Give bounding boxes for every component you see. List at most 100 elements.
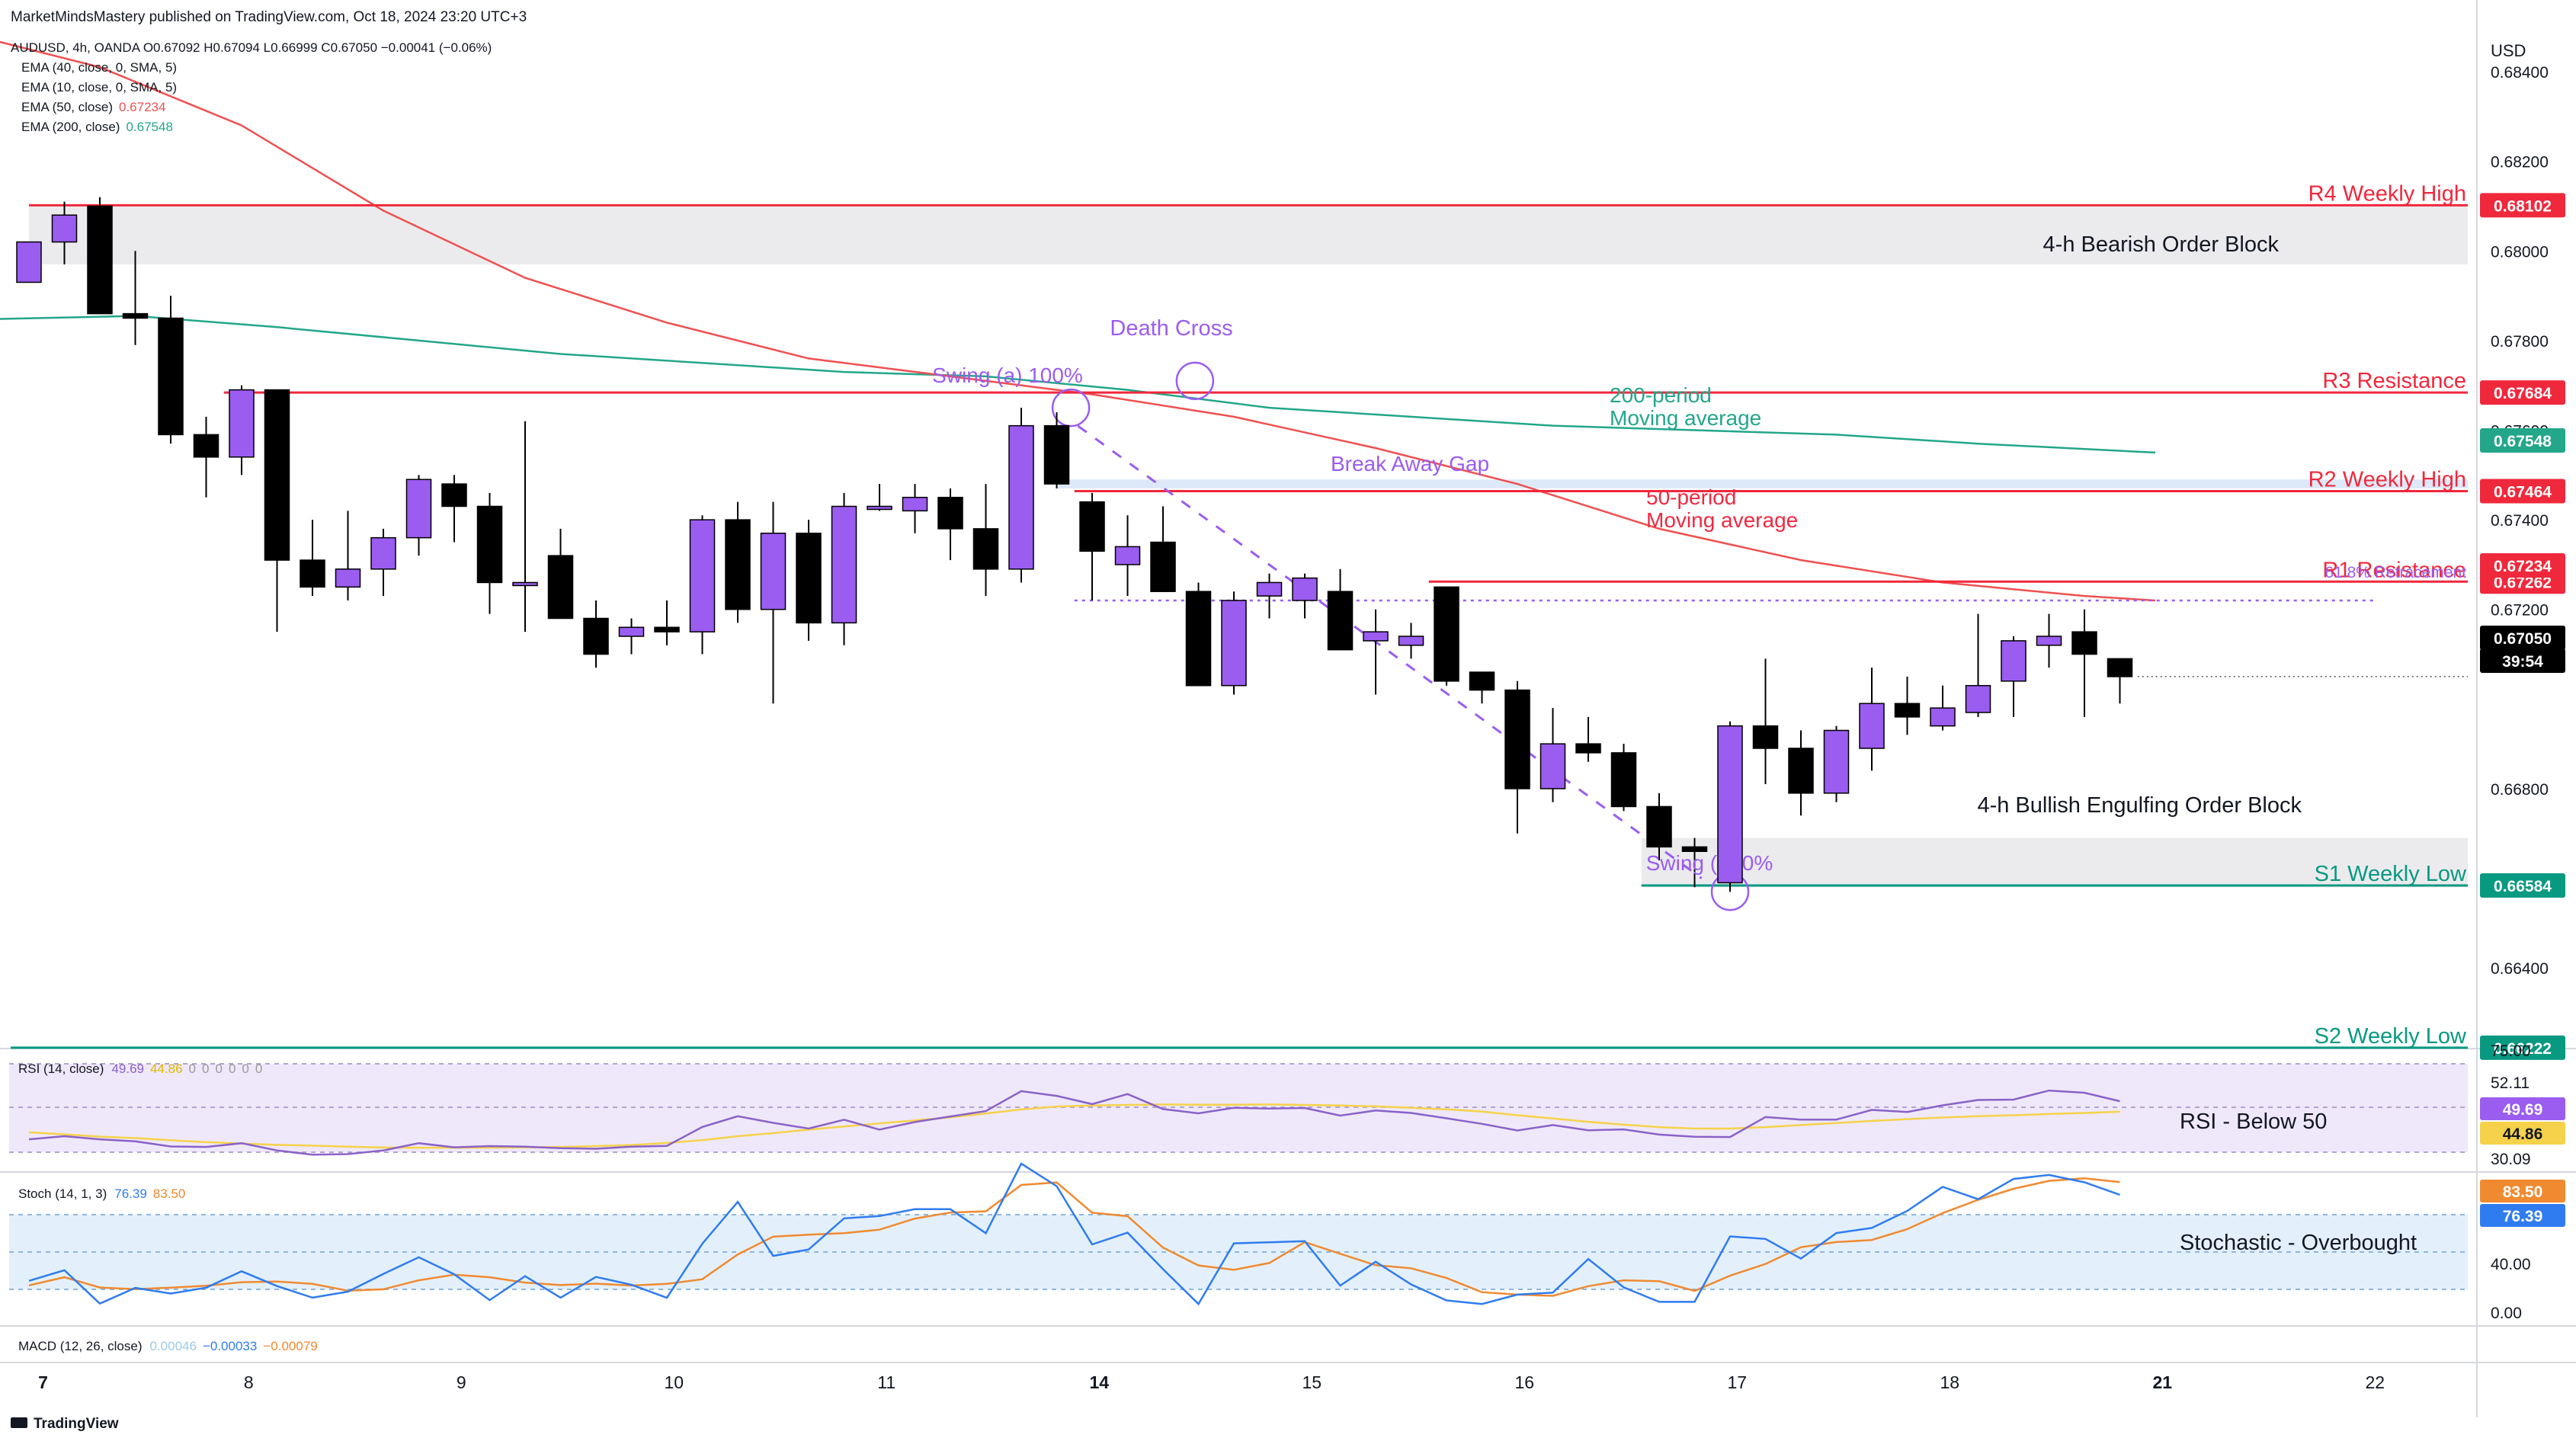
price-tick-5: 0.67400 xyxy=(2491,512,2549,530)
candle[interactable] xyxy=(1114,546,1141,565)
candle[interactable] xyxy=(1788,748,1814,794)
candle[interactable] xyxy=(867,505,892,511)
candle[interactable] xyxy=(1930,707,1956,727)
candle[interactable] xyxy=(1398,636,1424,646)
candle[interactable] xyxy=(16,241,42,283)
candle[interactable] xyxy=(1292,577,1318,601)
candle[interactable] xyxy=(1327,591,1354,651)
ema-legend-1[interactable]: EMA (40, close, 0, SMA, 5) xyxy=(21,60,177,75)
candle[interactable] xyxy=(618,626,645,637)
time-tick-3: 10 xyxy=(664,1372,684,1392)
candle[interactable] xyxy=(51,214,78,243)
candle[interactable] xyxy=(300,559,325,588)
candle[interactable] xyxy=(370,536,396,570)
price-tick-0: 0.68400 xyxy=(2491,64,2549,82)
candle[interactable] xyxy=(725,519,751,610)
candle[interactable] xyxy=(2001,640,2027,682)
ema-legend-2[interactable]: EMA (10, close, 0, SMA, 5) xyxy=(21,80,177,94)
candle[interactable] xyxy=(264,389,290,561)
candle[interactable] xyxy=(1363,631,1389,642)
level-tag-3: 0.67262 xyxy=(2494,574,2552,591)
time-tick-7: 16 xyxy=(1514,1372,1534,1392)
candle[interactable] xyxy=(1221,600,1247,687)
zone-2 xyxy=(1641,837,2468,888)
tradingview-logo[interactable]: TradingView xyxy=(11,1416,119,1432)
candle[interactable] xyxy=(1150,541,1176,592)
bearish-order-block-label: 4-h Bearish Order Block xyxy=(2043,232,2280,257)
level-tag-5: 0.66222 xyxy=(2494,1040,2552,1058)
candle[interactable] xyxy=(1965,684,1991,713)
macd-header-2: −0.00033 xyxy=(203,1339,257,1353)
rsi-tag: 49.69 xyxy=(2503,1101,2543,1119)
candle[interactable] xyxy=(760,533,787,610)
ema-legend-4[interactable]: EMA (200, close) 0.67548 xyxy=(21,120,173,134)
candle[interactable] xyxy=(583,617,609,655)
candle[interactable] xyxy=(229,389,255,458)
candle[interactable] xyxy=(1043,424,1070,485)
candle[interactable] xyxy=(512,581,538,587)
candle[interactable] xyxy=(1610,752,1637,808)
candle[interactable] xyxy=(335,568,361,588)
candle[interactable] xyxy=(476,505,503,584)
candle[interactable] xyxy=(1008,424,1034,570)
level-label-4: S1 Weekly Low xyxy=(2315,862,2467,886)
candle[interactable] xyxy=(937,496,963,530)
candle[interactable] xyxy=(1717,725,1743,884)
ema50-label-1: 50-period xyxy=(1646,485,1736,509)
candle[interactable] xyxy=(689,519,716,632)
candle[interactable] xyxy=(1575,743,1601,754)
stoch-tick-0: 40.00 xyxy=(2491,1256,2531,1273)
candle[interactable] xyxy=(654,626,680,632)
stoch-tick-1: 0.00 xyxy=(2491,1305,2522,1322)
candle[interactable] xyxy=(87,205,113,315)
candle[interactable] xyxy=(2107,658,2133,677)
candle[interactable] xyxy=(1859,703,1885,749)
stoch-title: Stoch (14, 1, 3) xyxy=(18,1186,107,1201)
rsi-header-z6: 0 xyxy=(255,1062,262,1076)
ema-legend-3[interactable]: EMA (50, close) 0.67234 xyxy=(21,100,165,114)
candle[interactable] xyxy=(441,483,467,508)
ema50-price-tag-bg xyxy=(2480,553,2565,578)
symbol-line[interactable]: AUDUSD, 4h, OANDA O0.67092 H0.67094 L0.6… xyxy=(11,40,492,55)
candle[interactable] xyxy=(1681,846,1708,853)
stoch-header[interactable]: Stoch (14, 1, 3) 76.39 83.50 xyxy=(18,1186,185,1201)
candle[interactable] xyxy=(122,312,149,319)
candle[interactable] xyxy=(1469,671,1495,691)
candle[interactable] xyxy=(193,434,219,458)
currency-label[interactable]: USD xyxy=(2491,41,2526,60)
level-tag-bg-5 xyxy=(2480,1035,2565,1060)
candle[interactable] xyxy=(158,317,184,436)
rsi-header-z1: 0 xyxy=(189,1062,196,1076)
candle[interactable] xyxy=(1504,689,1530,789)
rsi-tick-1: 52.11 xyxy=(2491,1074,2530,1092)
candle[interactable] xyxy=(1434,586,1459,682)
time-tick-4: 11 xyxy=(877,1372,896,1392)
candle[interactable] xyxy=(902,496,928,512)
candle[interactable] xyxy=(831,505,857,624)
candle[interactable] xyxy=(796,533,822,624)
candle[interactable] xyxy=(1752,725,1779,749)
candle[interactable] xyxy=(1540,743,1566,789)
candle[interactable] xyxy=(2071,631,2097,655)
candle[interactable] xyxy=(1646,805,1672,848)
candle[interactable] xyxy=(1256,581,1283,597)
level-tag-2: 0.67464 xyxy=(2494,483,2552,501)
candle[interactable] xyxy=(1823,729,1850,794)
candle[interactable] xyxy=(972,528,999,570)
candle[interactable] xyxy=(405,479,432,539)
macd-header[interactable]: MACD (12, 26, close) 0.00046 −0.00033 −0.00… xyxy=(18,1339,318,1353)
candle[interactable] xyxy=(1185,591,1212,687)
stoch-k-line xyxy=(28,1162,2120,1306)
stoch-header-k: 76.39 xyxy=(114,1186,147,1201)
price-tick-1: 0.68200 xyxy=(2491,154,2549,171)
candle[interactable] xyxy=(1079,501,1105,552)
candle[interactable] xyxy=(2036,636,2062,646)
level-label-1: R3 Resistance xyxy=(2322,369,2466,393)
rsi-header[interactable]: RSI (14, close) 49.69 44.86 0 0 0 0 0 0 xyxy=(18,1062,262,1076)
rsi-ma-tag: 44.86 xyxy=(2503,1126,2543,1143)
ema-legend-3-value: 0.67234 xyxy=(119,100,165,114)
level-tag-bg-2 xyxy=(2480,479,2565,504)
candle[interactable] xyxy=(547,555,574,620)
candle[interactable] xyxy=(1894,703,1921,718)
